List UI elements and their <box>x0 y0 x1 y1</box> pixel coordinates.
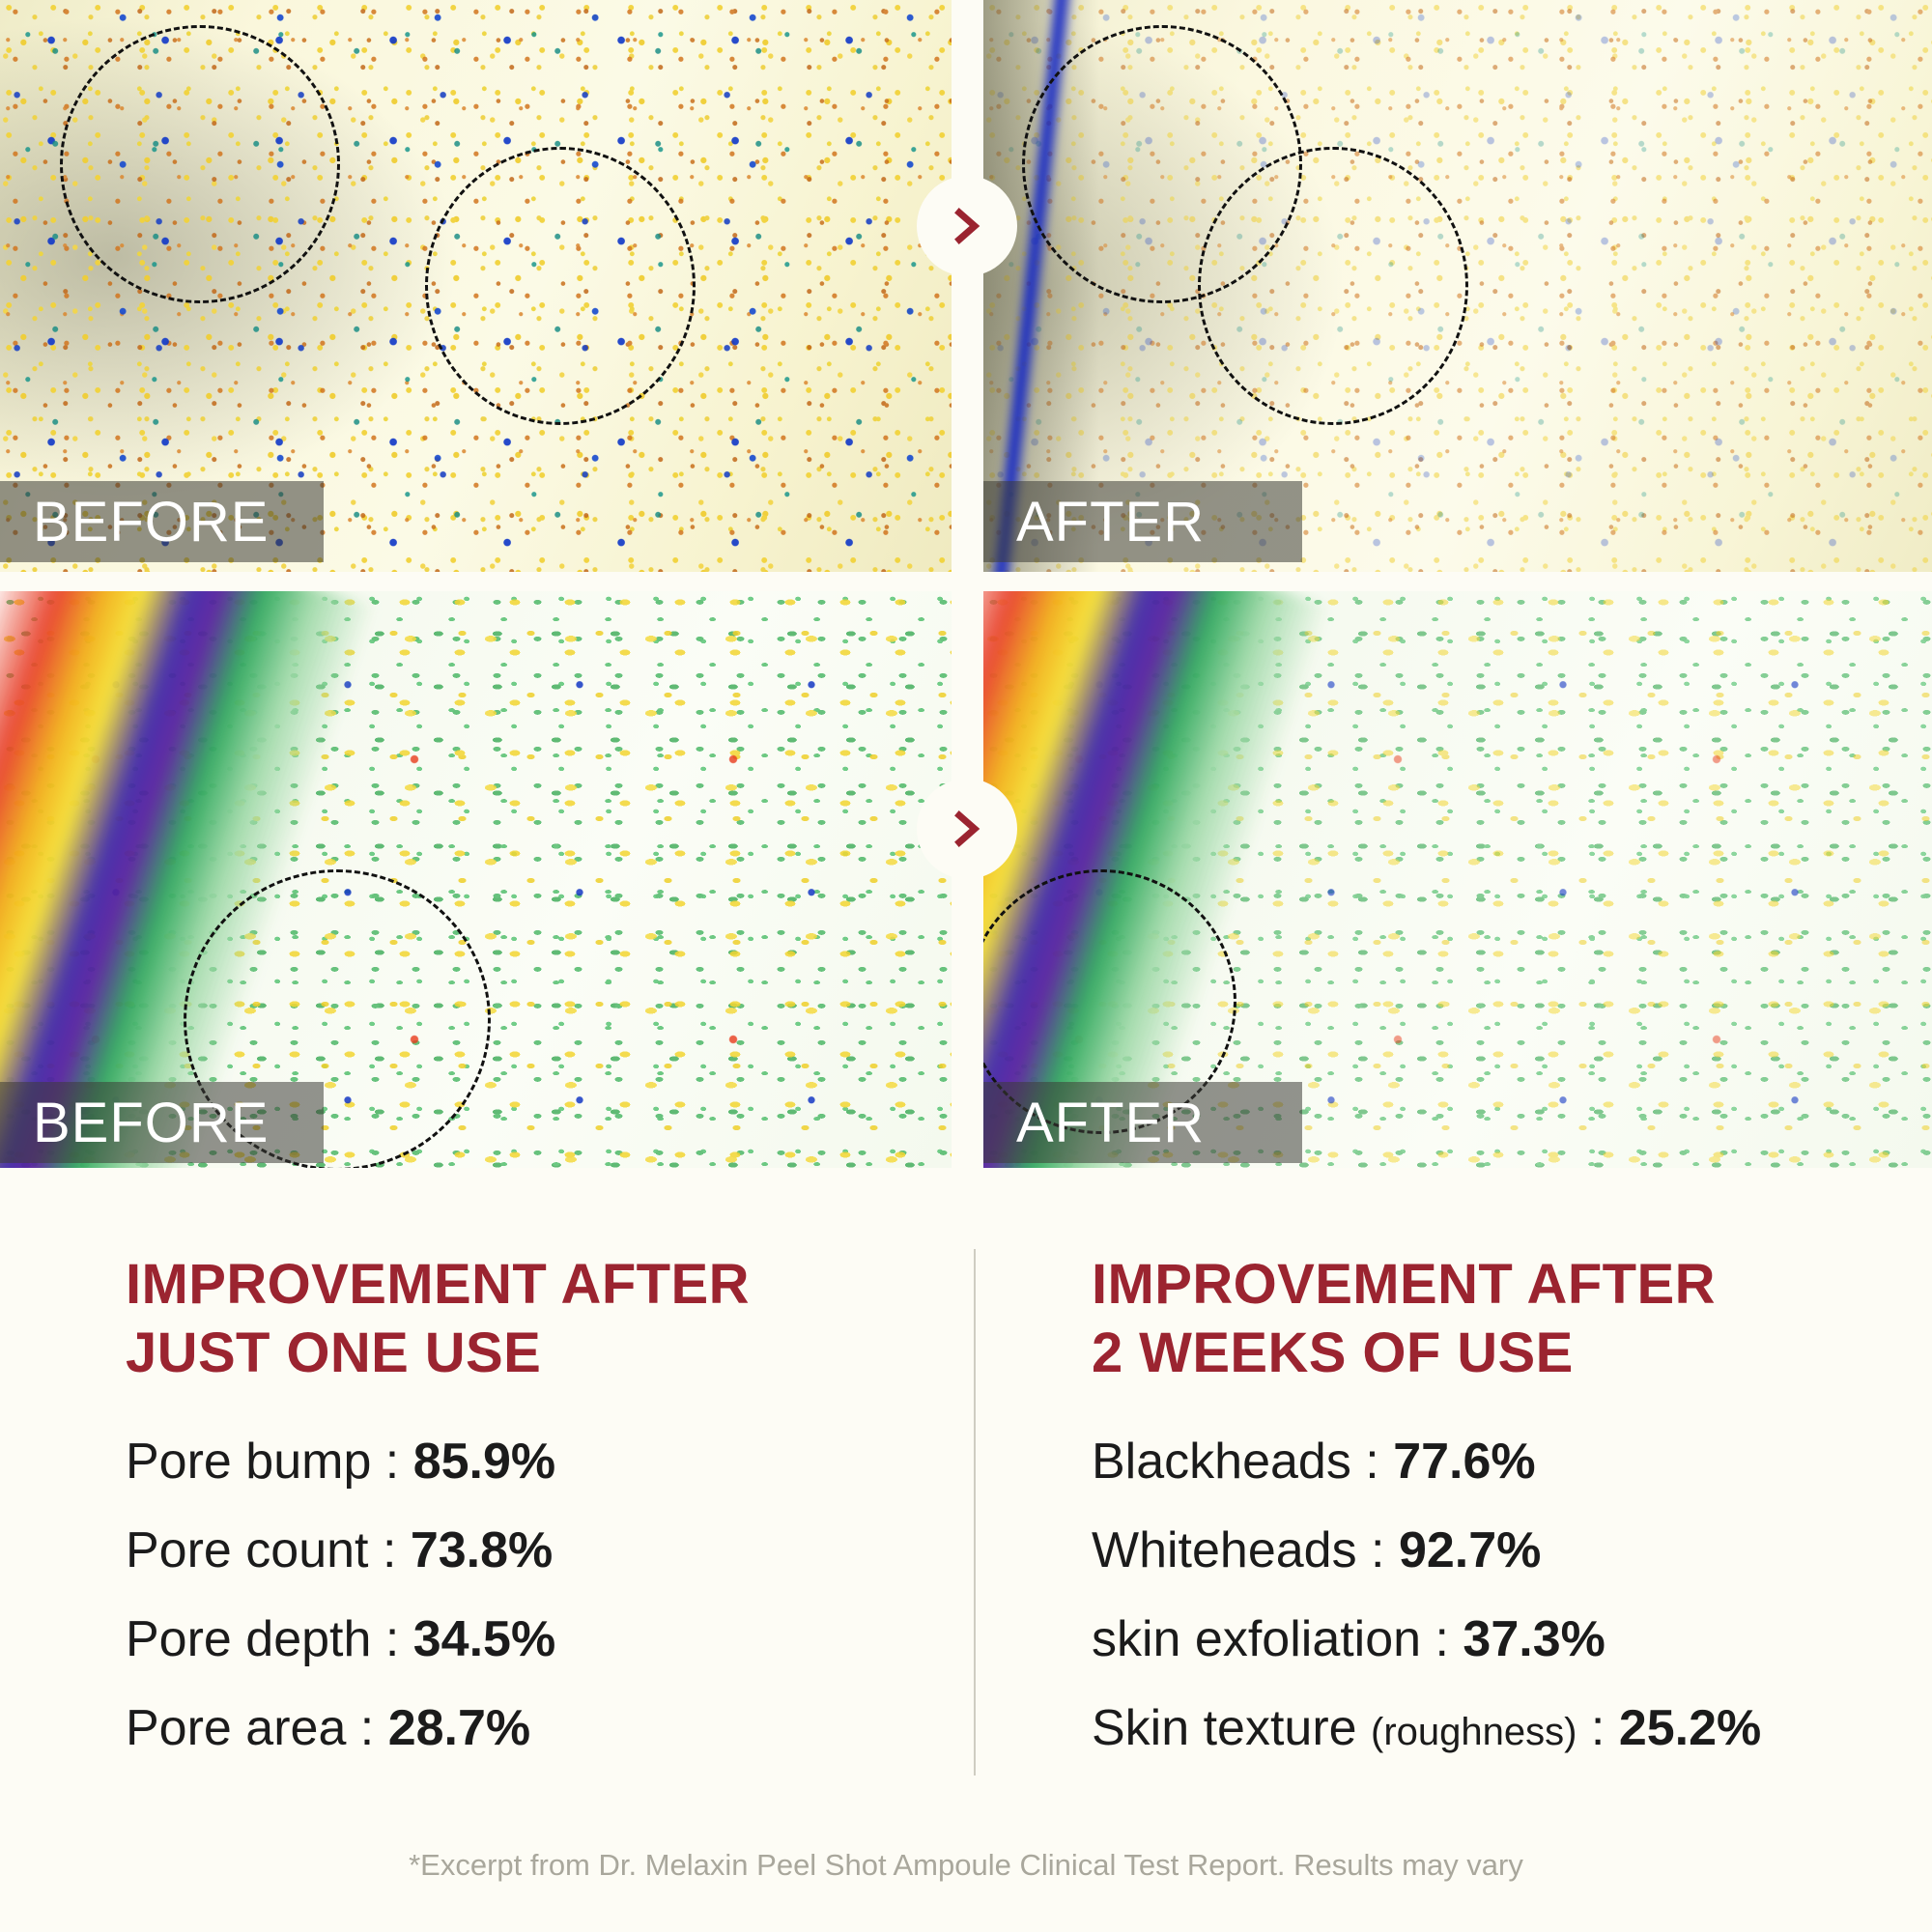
texture-map-image-before <box>0 591 952 1168</box>
stat-row: Pore area : 28.7% <box>126 1699 927 1757</box>
badge-after-bottom: AFTER <box>983 1082 1302 1163</box>
stat-value: 73.8% <box>410 1521 554 1578</box>
analysis-circle-lower-right <box>1198 147 1468 425</box>
stat-label: Pore bump : <box>126 1433 413 1490</box>
heading-one-use: IMPROVEMENT AFTER JUST ONE USE <box>126 1253 750 1384</box>
stat-label: Skin texture <box>1092 1699 1372 1756</box>
stat-row: Blackheads : 77.6% <box>1092 1433 1913 1491</box>
stat-value: 92.7% <box>1398 1521 1542 1578</box>
stat-label: skin exfoliation : <box>1092 1610 1463 1667</box>
chevron-right-icon <box>954 208 980 244</box>
stat-row: Pore count : 73.8% <box>126 1521 927 1579</box>
badge-after-top: AFTER <box>983 481 1302 562</box>
stat-value: 85.9% <box>412 1433 556 1490</box>
badge-before-top: BEFORE <box>0 481 324 562</box>
results-column-right: IMPROVEMENT AFTER 2 WEEKS OF USE Blackhe… <box>1092 1251 1913 1788</box>
panel-bottom-left-before: BEFORE <box>0 591 952 1168</box>
stat-row: Skin texture (roughness) : 25.2% <box>1092 1699 1913 1757</box>
stat-value: 34.5% <box>412 1610 556 1667</box>
footnote-disclaimer: *Excerpt from Dr. Melaxin Peel Shot Ampo… <box>409 1848 1523 1882</box>
stat-label: Whiteheads : <box>1092 1521 1399 1578</box>
stat-label: Pore area : <box>126 1699 388 1756</box>
analysis-circle-upper-left <box>60 25 340 303</box>
panel-top-left-before: BEFORE <box>0 0 952 572</box>
panel-bottom-right-after: AFTER <box>983 591 1932 1168</box>
analysis-circle-center <box>184 869 491 1168</box>
stat-label: Pore depth : <box>126 1610 413 1667</box>
stat-value: 25.2% <box>1618 1699 1762 1756</box>
stat-label: Pore count : <box>126 1521 411 1578</box>
arrow-badge-top <box>917 176 1017 276</box>
stat-row: Whiteheads : 92.7% <box>1092 1521 1913 1579</box>
chevron-right-icon <box>954 810 980 847</box>
stat-value: 28.7% <box>387 1699 531 1756</box>
results-column-left: IMPROVEMENT AFTER JUST ONE USE Pore bump… <box>126 1251 927 1788</box>
column-divider <box>974 1249 976 1776</box>
stat-row: skin exfoliation : 37.3% <box>1092 1610 1913 1668</box>
badge-before-bottom: BEFORE <box>0 1082 324 1163</box>
stat-label: Blackheads : <box>1092 1433 1394 1490</box>
stat-row: Pore bump : 85.9% <box>126 1433 927 1491</box>
stat-row: Pore depth : 34.5% <box>126 1610 927 1668</box>
stat-value: 37.3% <box>1463 1610 1605 1667</box>
arrow-badge-bottom <box>917 779 1017 879</box>
before-after-image-grid: BEFORE AFTER <box>0 0 1932 1168</box>
stat-value: 77.6% <box>1393 1433 1536 1490</box>
stat-sublabel: (roughness) <box>1371 1710 1577 1753</box>
stat-label-tail: : <box>1577 1699 1619 1756</box>
heading-two-weeks: IMPROVEMENT AFTER 2 WEEKS OF USE <box>1092 1253 1716 1384</box>
analysis-circle-lower-right <box>425 147 696 425</box>
panel-top-right-after: AFTER <box>983 0 1932 572</box>
